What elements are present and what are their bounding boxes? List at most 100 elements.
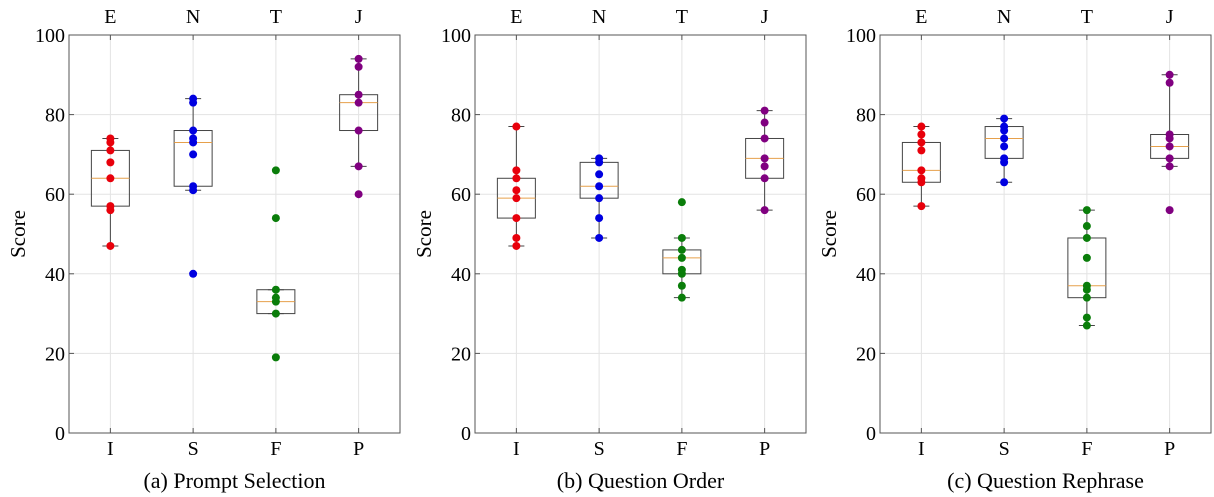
data-point-I (106, 134, 115, 143)
data-point-S (189, 269, 198, 278)
data-point-S (595, 154, 604, 163)
y-tick-label: 20 (856, 343, 876, 365)
data-point-I (512, 233, 521, 242)
data-point-I (512, 122, 521, 131)
data-point-P (760, 206, 769, 215)
y-tick-label: 40 (451, 264, 471, 286)
data-point-I (917, 138, 926, 147)
y-tick-label: 100 (441, 25, 471, 47)
data-point-S (1000, 122, 1009, 131)
y-tick-label: 0 (461, 423, 471, 445)
data-point-I (106, 241, 115, 250)
data-point-S (1000, 142, 1009, 151)
data-point-S (595, 214, 604, 223)
data-point-F (1082, 321, 1091, 330)
x-tick-label-bottom: I (918, 438, 925, 460)
y-axis-label: Score (817, 210, 841, 258)
data-point-S (189, 150, 198, 159)
data-point-P (354, 162, 363, 171)
data-point-F (1082, 233, 1091, 242)
data-point-P (1165, 78, 1174, 87)
data-point-F (677, 233, 686, 242)
data-point-F (677, 198, 686, 207)
data-point-I (917, 146, 926, 155)
y-tick-label: 0 (55, 423, 65, 445)
data-point-P (1165, 70, 1174, 79)
x-tick-label-top: N (592, 6, 606, 28)
x-tick-label-top: T (676, 6, 688, 28)
data-point-P (354, 126, 363, 135)
data-point-S (189, 182, 198, 191)
data-point-P (1165, 162, 1174, 171)
x-tick-label-bottom: S (188, 438, 199, 460)
x-tick-label-bottom: F (1081, 438, 1092, 460)
data-point-P (760, 118, 769, 127)
data-point-P (354, 62, 363, 71)
x-tick-label-bottom: P (759, 438, 770, 460)
y-tick-label: 20 (451, 343, 471, 365)
data-point-S (1000, 114, 1009, 123)
data-point-P (1165, 142, 1174, 151)
y-axis-label: Score (412, 210, 436, 258)
data-point-F (677, 281, 686, 290)
panel-2: 0 20 40 60 80 100 I E S N F T P J Score (b) Question Or… (412, 6, 807, 493)
data-point-F (1082, 222, 1091, 231)
data-point-P (1165, 154, 1174, 163)
data-point-F (271, 353, 280, 362)
y-tick-label: 80 (45, 105, 65, 127)
x-tick-label-top: J (761, 6, 769, 28)
panel-1: 0 20 40 60 80 100 I E S N F T P J Score (a) Prompt Sele… (6, 6, 401, 493)
y-tick-label: 20 (45, 343, 65, 365)
y-tick-label: 40 (856, 264, 876, 286)
plot-frame (68, 34, 401, 434)
data-point-I (917, 130, 926, 139)
data-point-P (760, 134, 769, 143)
y-tick-label: 60 (856, 184, 876, 206)
x-tick-label-bottom: I (107, 438, 114, 460)
plot-frame (474, 34, 807, 434)
data-point-P (354, 98, 363, 107)
data-point-S (1000, 134, 1009, 143)
data-point-S (595, 194, 604, 203)
x-tick-label-bottom: P (353, 438, 364, 460)
data-point-F (271, 166, 280, 175)
data-point-F (1082, 281, 1091, 290)
data-point-S (595, 233, 604, 242)
data-point-I (106, 158, 115, 167)
data-point-P (354, 190, 363, 199)
data-point-F (677, 245, 686, 254)
x-tick-label-bottom: I (513, 438, 520, 460)
y-tick-label: 0 (866, 423, 876, 445)
data-point-F (271, 293, 280, 302)
data-point-I (512, 214, 521, 223)
data-point-I (512, 166, 521, 175)
data-point-P (760, 106, 769, 115)
plot-frame (879, 34, 1212, 434)
x-tick-label-bottom: S (594, 438, 605, 460)
panel-caption: (b) Question Order (557, 468, 725, 493)
data-point-I (512, 186, 521, 195)
data-point-S (189, 126, 198, 135)
y-tick-label: 60 (45, 184, 65, 206)
data-point-I (512, 194, 521, 203)
data-point-I (917, 174, 926, 183)
x-tick-label-top: J (1166, 6, 1174, 28)
data-point-F (1082, 253, 1091, 262)
data-point-S (1000, 178, 1009, 187)
panel-caption: (c) Question Rephrase (947, 468, 1144, 493)
data-point-I (917, 166, 926, 175)
panel-3: 0 20 40 60 80 100 I E S N F T P J Score (c) Question Re… (817, 6, 1212, 493)
data-point-S (595, 182, 604, 191)
panel-caption: (a) Prompt Selection (143, 468, 325, 493)
y-axis-label: Score (6, 210, 30, 258)
x-tick-label-bottom: F (270, 438, 281, 460)
x-tick-label-top: T (1081, 6, 1093, 28)
data-point-I (106, 202, 115, 211)
y-tick-label: 80 (451, 105, 471, 127)
data-point-I (917, 202, 926, 211)
data-point-S (595, 170, 604, 179)
x-tick-label-top: E (104, 6, 116, 28)
x-tick-label-bottom: F (676, 438, 687, 460)
x-tick-label-top: N (186, 6, 200, 28)
